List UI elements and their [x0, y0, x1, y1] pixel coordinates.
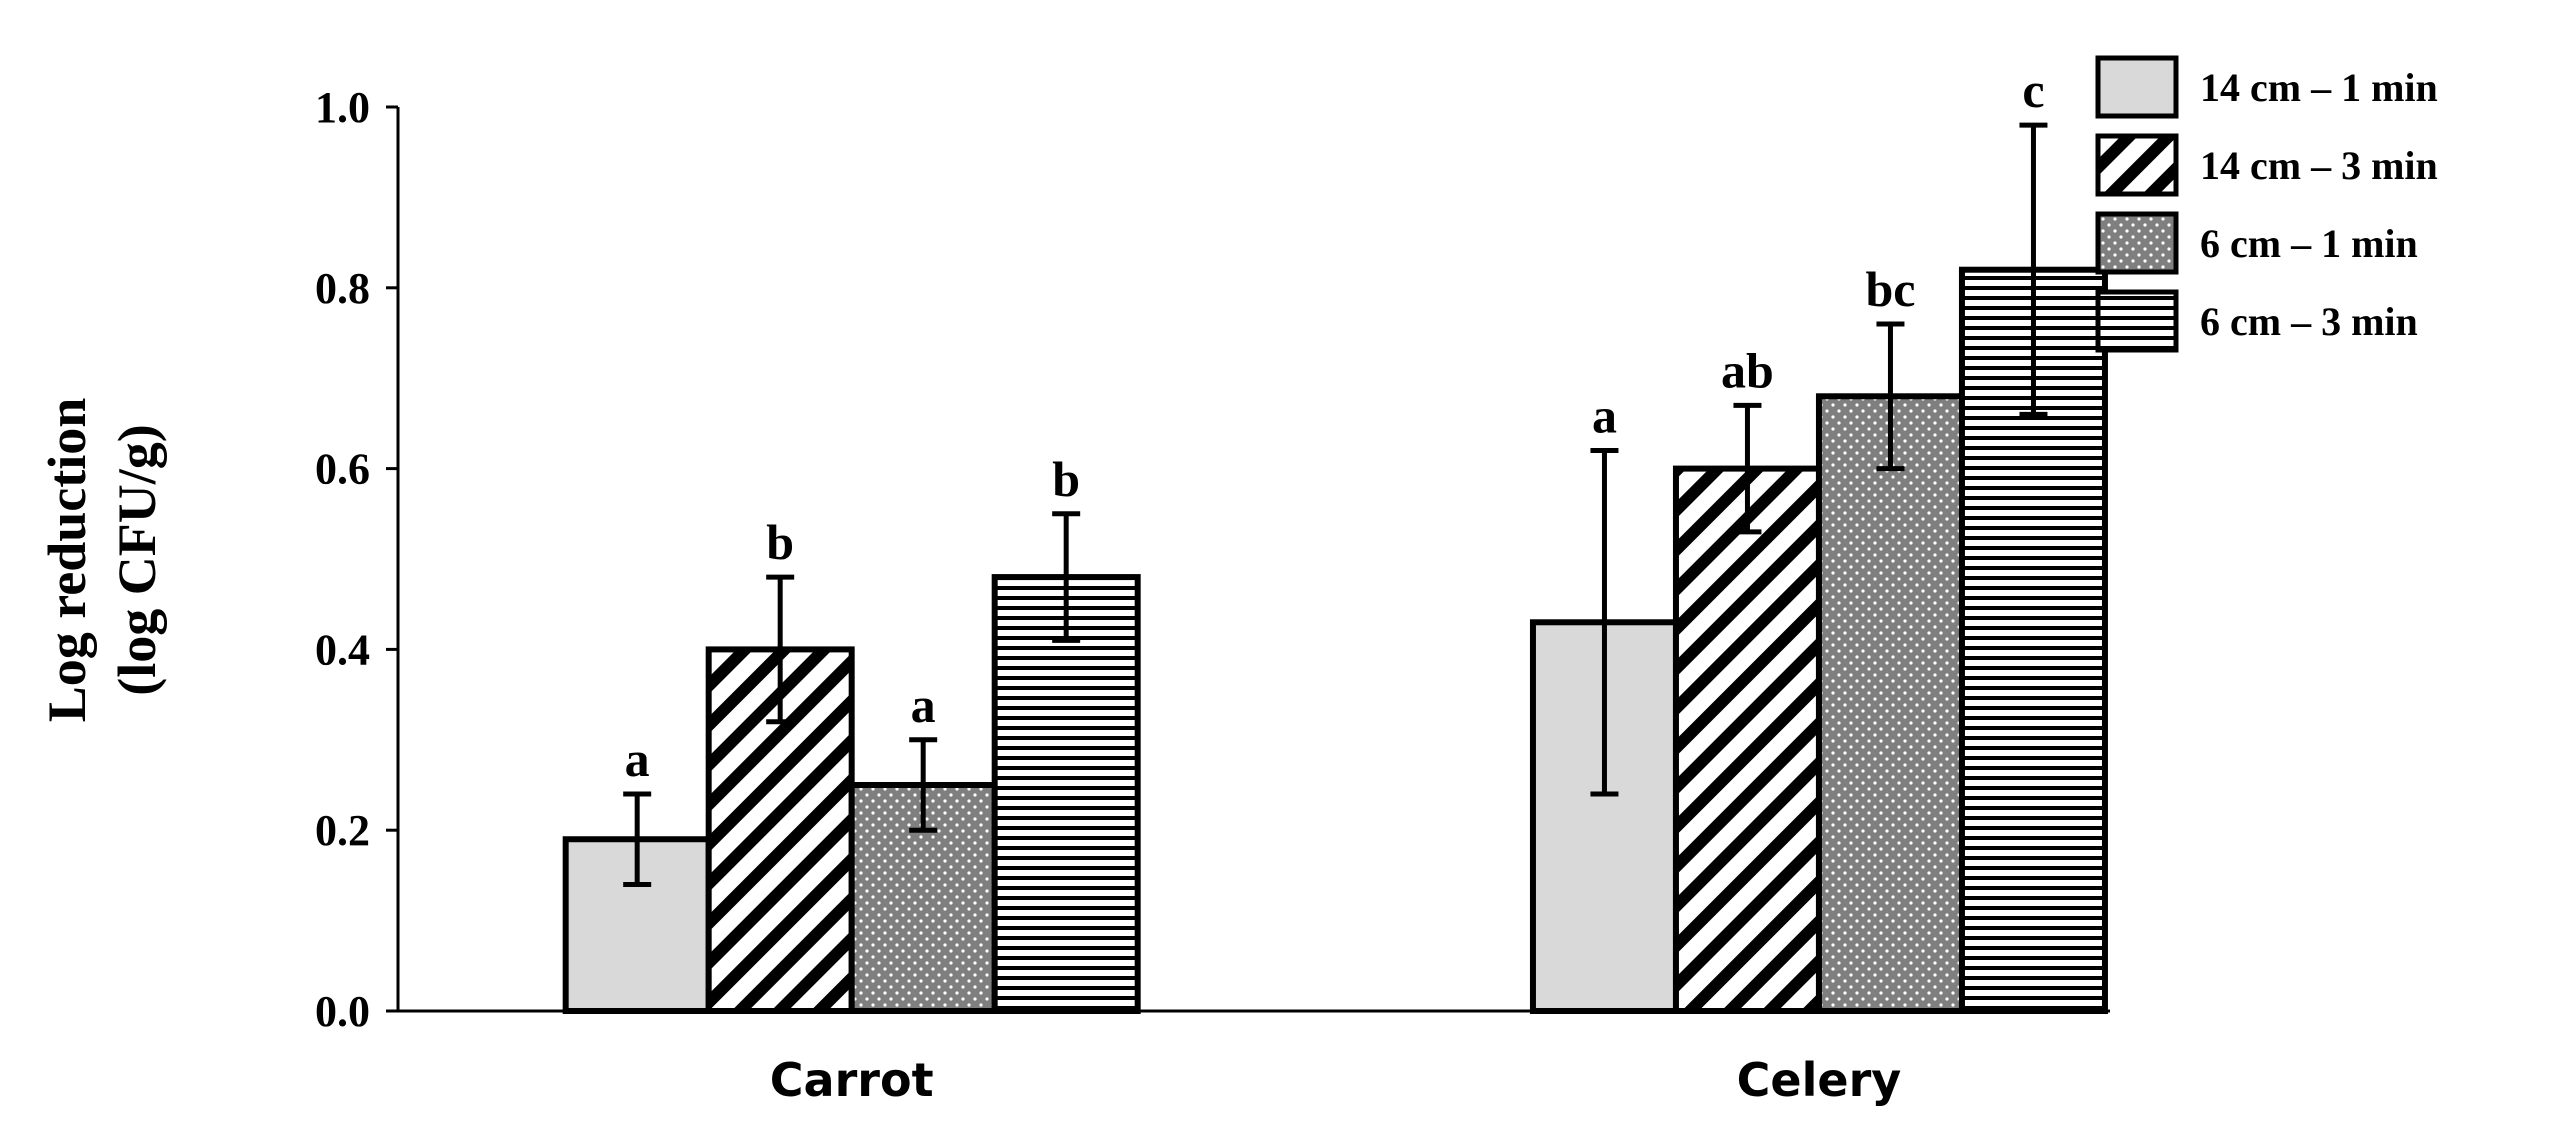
significance-letter: b	[1052, 451, 1080, 507]
y-axis-ticks: 0.0 0.2 0.4 0.6 0.8 1.0	[315, 83, 398, 1036]
legend-swatch	[2095, 55, 2179, 119]
y-axis-title: Log reduction (log CFU/g)	[37, 398, 167, 723]
y-tick-label: 0.4	[315, 625, 370, 674]
legend-swatch	[2095, 289, 2179, 353]
error-bars	[623, 122, 2048, 887]
significance-letter: a	[911, 677, 936, 733]
significance-letter: a	[625, 731, 650, 787]
significance-letter: b	[766, 514, 794, 570]
y-tick-label: 0.0	[315, 987, 370, 1036]
legend-label: 6 cm – 1 min	[2200, 221, 2418, 266]
bar-celery-series-3	[1815, 393, 1965, 1014]
category-label-celery: Celery	[1737, 1053, 1902, 1107]
significance-letter: bc	[1865, 261, 1915, 317]
y-axis-title-line-1: Log reduction	[37, 398, 97, 723]
legend-label: 6 cm – 3 min	[2200, 299, 2418, 344]
legend-label: 14 cm – 1 min	[2200, 65, 2438, 110]
category-label-carrot: Carrot	[770, 1053, 934, 1107]
legend-swatch	[2095, 133, 2179, 197]
legend: 14 cm – 1 min 14 cm – 3 min 6 cm – 1 min 6 …	[2095, 55, 2438, 353]
bars	[562, 266, 2108, 1015]
bar-celery-series-2	[1672, 465, 1822, 1015]
legend-label: 14 cm – 3 min	[2200, 143, 2438, 188]
significance-letter: ab	[1721, 342, 1774, 398]
category-labels: Carrot Celery	[770, 1053, 1901, 1107]
legend-swatch	[2095, 211, 2179, 275]
y-tick-label: 0.8	[315, 264, 370, 313]
y-tick-label: 1.0	[315, 83, 370, 132]
significance-letter: c	[2022, 62, 2044, 118]
y-axis-title-line-2: (log CFU/g)	[107, 424, 167, 695]
y-tick-label: 0.6	[315, 445, 370, 494]
y-tick-label: 0.2	[315, 806, 370, 855]
significance-letter: a	[1592, 388, 1617, 444]
